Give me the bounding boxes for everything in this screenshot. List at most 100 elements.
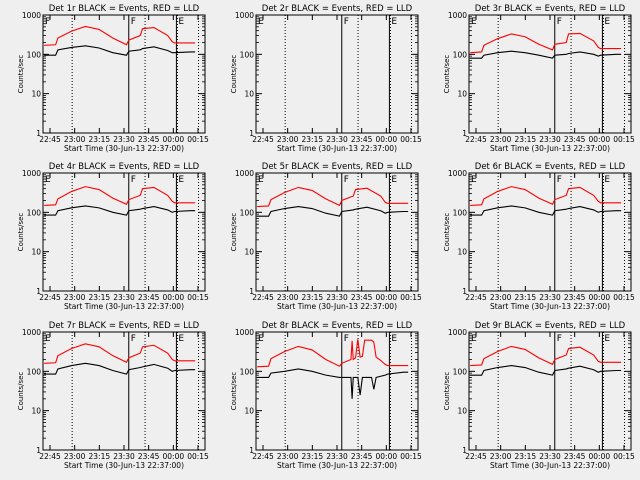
flag-label: E <box>471 334 477 344</box>
y-tick-label: 100 <box>240 367 255 376</box>
plot-frame <box>255 172 419 292</box>
x-tick-label: 00:15 <box>400 293 422 302</box>
panel-title: Det 5r BLACK = Events, RED = LLD <box>262 162 413 172</box>
y-tick-label: 100 <box>27 208 42 217</box>
x-tick-label: 22:45 <box>39 452 61 461</box>
series-line-events <box>44 45 196 56</box>
x-axis-label: Start Time (30-Jun-13 22:37:00) <box>277 144 397 153</box>
x-tick-label: 00:00 <box>163 293 185 302</box>
flag-label: E <box>45 175 51 185</box>
plot-frame <box>468 331 632 451</box>
y-tick-label: 1000 <box>448 328 467 337</box>
x-tick-label: 23:45 <box>138 135 160 144</box>
series-line-events <box>44 205 196 216</box>
x-tick-label: 23:00 <box>277 452 299 461</box>
x-tick-label: 23:15 <box>302 452 324 461</box>
series-line-lld <box>470 32 622 54</box>
panel-det-6r: Det 6r BLACK = Events, RED = LLD 1 10 100 10… <box>443 162 635 311</box>
y-tick-label: 10 <box>31 90 41 99</box>
flag-label: E <box>178 17 184 27</box>
y-tick-label: 1000 <box>235 328 254 337</box>
flag-label: E <box>604 175 610 185</box>
y-tick-label: 10 <box>457 90 467 99</box>
y-axis-label: Counts/sec <box>17 55 25 94</box>
flag-label: F <box>131 17 136 27</box>
x-tick-label: 22:45 <box>252 452 274 461</box>
x-tick-label: 00:15 <box>400 452 422 461</box>
x-tick-label: 00:00 <box>163 135 185 144</box>
y-tick-label: 1 <box>249 129 254 138</box>
series-line-events <box>470 365 622 376</box>
panel-det-1r: Det 1r BLACK = Events, RED = LLD 1 10 100 10… <box>17 4 209 153</box>
flag-label: F <box>45 17 50 27</box>
y-tick-label: 100 <box>240 50 255 59</box>
x-tick-label: 22:45 <box>39 135 61 144</box>
x-axis-label: Start Time (30-Jun-13 22:37:00) <box>64 302 184 311</box>
flag-label: E <box>45 334 51 344</box>
flag-label: F <box>344 175 349 185</box>
x-tick-label: 23:45 <box>138 293 160 302</box>
x-tick-label: 00:00 <box>589 293 611 302</box>
x-tick-label: 23:15 <box>515 293 537 302</box>
y-tick-label: 1000 <box>448 169 467 178</box>
y-tick-label: 10 <box>31 407 41 416</box>
x-tick-label: 00:15 <box>613 135 635 144</box>
flag-label: F <box>557 175 562 185</box>
y-tick-label: 100 <box>27 50 42 59</box>
panel-det-8r: Det 8r BLACK = Events, RED = LLD 1 10 100 10… <box>230 321 422 470</box>
series-line-lld <box>44 25 196 46</box>
x-tick-label: 00:15 <box>187 293 209 302</box>
y-tick-label: 1000 <box>22 328 41 337</box>
plot-frame <box>468 172 632 292</box>
y-axis-label: Counts/sec <box>443 213 451 252</box>
y-tick-label: 1 <box>249 446 254 455</box>
x-tick-label: 23:00 <box>64 135 86 144</box>
x-tick-label: 22:45 <box>252 135 274 144</box>
panel-title: Det 9r BLACK = Events, RED = LLD <box>475 321 626 331</box>
panel-title: Det 6r BLACK = Events, RED = LLD <box>475 162 626 172</box>
flag-label: E <box>258 334 264 344</box>
flag-label: E <box>471 175 477 185</box>
y-tick-label: 1000 <box>448 11 467 20</box>
plot-frame <box>468 14 632 134</box>
x-tick-label: 00:15 <box>187 135 209 144</box>
panel-det-5r: Det 5r BLACK = Events, RED = LLD 1 10 100 10… <box>230 162 422 311</box>
x-axis-label: Start Time (30-Jun-13 22:37:00) <box>277 461 397 470</box>
x-tick-label: 00:00 <box>376 452 398 461</box>
x-tick-label: 00:00 <box>589 135 611 144</box>
panel-det-7r: Det 7r BLACK = Events, RED = LLD 1 10 100 10… <box>17 321 209 470</box>
y-axis-label: Counts/sec <box>443 372 451 411</box>
x-tick-label: 00:00 <box>163 452 185 461</box>
series-line-events <box>470 50 622 59</box>
x-tick-label: 22:45 <box>252 293 274 302</box>
y-tick-label: 1 <box>36 446 41 455</box>
y-tick-label: 10 <box>457 248 467 257</box>
x-tick-label: 23:15 <box>302 135 324 144</box>
x-tick-label: 23:30 <box>539 293 561 302</box>
y-tick-label: 100 <box>240 208 255 217</box>
x-tick-label: 00:00 <box>376 135 398 144</box>
x-tick-label: 23:45 <box>351 135 373 144</box>
flag-label: F <box>557 334 562 344</box>
x-tick-label: 00:15 <box>400 135 422 144</box>
y-tick-label: 10 <box>244 248 254 257</box>
series-line-lld <box>257 339 409 368</box>
x-tick-label: 00:00 <box>376 293 398 302</box>
x-tick-label: 23:15 <box>515 452 537 461</box>
panel-det-4r: Det 4r BLACK = Events, RED = LLD 1 10 100 10… <box>17 162 209 311</box>
x-tick-label: 23:30 <box>326 452 348 461</box>
panel-det-9r: Det 9r BLACK = Events, RED = LLD 1 10 100 10… <box>443 321 635 470</box>
y-tick-label: 1 <box>462 129 467 138</box>
panel-det-3r: Det 3r BLACK = Events, RED = LLD 1 10 100 10… <box>443 4 635 153</box>
y-axis-label: Counts/sec <box>230 372 238 411</box>
x-tick-label: 23:00 <box>64 293 86 302</box>
series-line-lld <box>257 186 409 208</box>
x-tick-label: 23:00 <box>64 452 86 461</box>
plot-frame <box>255 331 419 451</box>
y-tick-label: 1000 <box>235 11 254 20</box>
x-axis-label: Start Time (30-Jun-13 22:37:00) <box>490 144 610 153</box>
y-axis-label: Counts/sec <box>230 213 238 252</box>
x-tick-label: 23:30 <box>113 452 135 461</box>
series-line-events <box>257 368 409 399</box>
